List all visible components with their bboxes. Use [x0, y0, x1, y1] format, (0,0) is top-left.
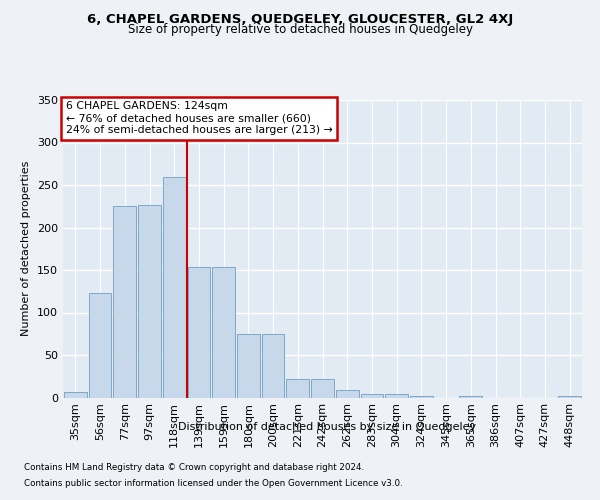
- Bar: [410, 396, 433, 398]
- Bar: [163, 176, 185, 398]
- Bar: [138, 206, 161, 398]
- Bar: [460, 396, 482, 398]
- Bar: [237, 334, 260, 398]
- Bar: [558, 396, 581, 398]
- Bar: [89, 293, 112, 398]
- Bar: [361, 394, 383, 398]
- Bar: [311, 379, 334, 398]
- Bar: [212, 268, 235, 398]
- Bar: [336, 390, 359, 398]
- Bar: [385, 394, 408, 398]
- Bar: [64, 392, 87, 398]
- Text: Contains HM Land Registry data © Crown copyright and database right 2024.: Contains HM Land Registry data © Crown c…: [24, 464, 364, 472]
- Text: Size of property relative to detached houses in Quedgeley: Size of property relative to detached ho…: [128, 22, 473, 36]
- Bar: [188, 268, 210, 398]
- Text: Distribution of detached houses by size in Quedgeley: Distribution of detached houses by size …: [178, 422, 476, 432]
- Text: 6 CHAPEL GARDENS: 124sqm
← 76% of detached houses are smaller (660)
24% of semi-: 6 CHAPEL GARDENS: 124sqm ← 76% of detach…: [65, 102, 332, 134]
- Y-axis label: Number of detached properties: Number of detached properties: [22, 161, 31, 336]
- Bar: [286, 379, 309, 398]
- Bar: [262, 334, 284, 398]
- Text: Contains public sector information licensed under the Open Government Licence v3: Contains public sector information licen…: [24, 478, 403, 488]
- Text: 6, CHAPEL GARDENS, QUEDGELEY, GLOUCESTER, GL2 4XJ: 6, CHAPEL GARDENS, QUEDGELEY, GLOUCESTER…: [87, 12, 513, 26]
- Bar: [113, 206, 136, 398]
